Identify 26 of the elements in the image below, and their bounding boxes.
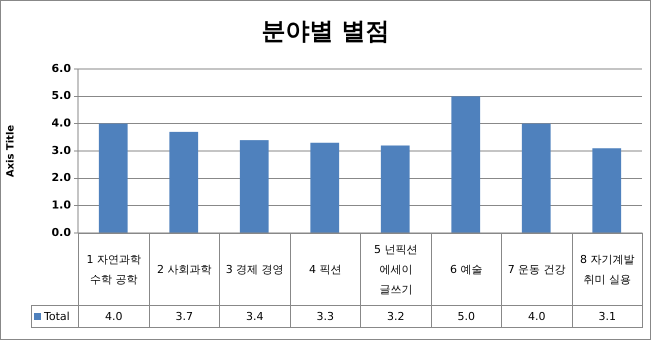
x-tick-label: 4 픽션 [290, 234, 360, 306]
x-tick-label: 1 자연과학 수학 공학 [78, 234, 149, 306]
data-label: 3.2 [360, 306, 431, 328]
y-axis-title: Axis Title [6, 124, 17, 178]
data-label: 3.1 [572, 306, 642, 328]
data-label: 4.0 [502, 306, 572, 328]
x-tick-label: 5 넌픽션 에세이 글쓰기 [360, 234, 431, 306]
y-tick-label: 5.0 [52, 89, 72, 102]
x-tick-label: 6 예술 [431, 234, 502, 306]
chart-title: 분야별 별점 [260, 16, 391, 47]
data-label: 5.0 [431, 306, 502, 328]
y-tick-label: 4.0 [52, 116, 72, 130]
data-label: 3.7 [149, 306, 220, 328]
y-tick-label: 6.0 [52, 62, 72, 75]
data-label: 4.0 [78, 306, 149, 328]
y-tick-label: 0.0 [52, 226, 72, 239]
x-tick-label: 2 사회과학 [149, 234, 220, 306]
x-tick-label: 3 경제 경영 [220, 234, 290, 306]
data-label: 3.3 [290, 306, 360, 328]
data-label: 3.4 [220, 306, 290, 328]
legend-label: Total [32, 306, 78, 328]
x-tick-label: 7 운동 건강 [502, 234, 572, 306]
y-tick-label: 3.0 [52, 144, 72, 157]
y-tick-label: 1.0 [52, 198, 72, 212]
y-tick-label: 2.0 [52, 171, 72, 184]
x-tick-label: 8 자기계발 취미 실용 [572, 234, 642, 306]
